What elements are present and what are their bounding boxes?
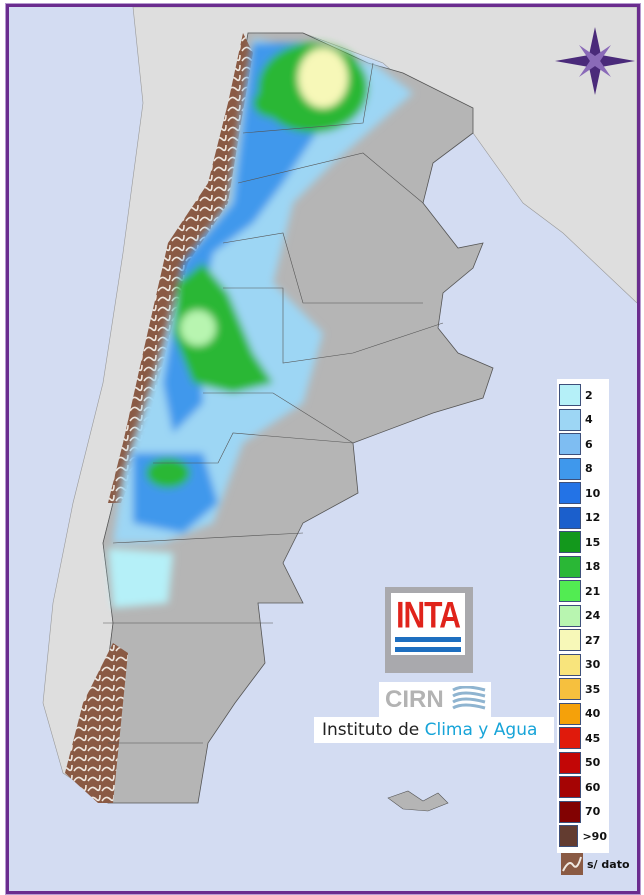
legend-item: 8 bbox=[559, 457, 607, 482]
legend-swatch bbox=[559, 702, 581, 725]
legend-swatch bbox=[559, 506, 581, 529]
legend-item: 10 bbox=[559, 481, 607, 506]
legend-swatch bbox=[559, 751, 581, 774]
legend-label: 35 bbox=[585, 682, 601, 696]
compass-rose-icon bbox=[555, 27, 635, 95]
malvinas-islands bbox=[387, 790, 449, 812]
legend-label: 50 bbox=[585, 756, 601, 770]
legend-swatch bbox=[559, 776, 581, 799]
legend-swatch bbox=[559, 433, 581, 456]
legend-label: 12 bbox=[585, 511, 601, 525]
legend-item: 27 bbox=[559, 628, 607, 653]
legend-swatch bbox=[559, 678, 581, 701]
legend-swatch bbox=[559, 580, 581, 603]
legend-swatch bbox=[559, 800, 581, 823]
no-data-label: s/ dato bbox=[587, 857, 630, 871]
legend-label: 70 bbox=[585, 805, 601, 819]
color-legend: 2 4 6 8 10 12 15 18 21 24 27 30 35 40 45 50 60 70 >90 bbox=[557, 379, 609, 853]
legend-item: 21 bbox=[559, 579, 607, 604]
legend-swatch bbox=[559, 629, 581, 652]
legend-swatch bbox=[559, 457, 581, 480]
legend-swatch bbox=[559, 727, 581, 750]
legend-label: 6 bbox=[585, 437, 593, 451]
legend-item: 35 bbox=[559, 677, 607, 702]
inta-logo: INTA bbox=[385, 587, 473, 673]
waves-icon bbox=[452, 686, 486, 710]
legend-item: 70 bbox=[559, 800, 607, 825]
legend-item: 50 bbox=[559, 751, 607, 776]
legend-item: 24 bbox=[559, 604, 607, 629]
cirn-logo: CIRN bbox=[379, 682, 491, 718]
precipitation-map bbox=[42, 7, 637, 812]
no-data-area-south bbox=[65, 643, 128, 803]
legend-label: 24 bbox=[585, 609, 601, 623]
cirn-logo-text: CIRN bbox=[385, 686, 444, 713]
legend-item: 18 bbox=[559, 555, 607, 580]
legend-swatch bbox=[559, 408, 581, 431]
legend-label: 4 bbox=[585, 413, 593, 427]
legend-swatch bbox=[559, 555, 581, 578]
legend-label: 2 bbox=[585, 388, 593, 402]
legend-item: 2 bbox=[559, 383, 607, 408]
precipitation-layer bbox=[108, 38, 413, 608]
legend-item: 30 bbox=[559, 653, 607, 678]
province-borders bbox=[103, 62, 444, 744]
legend-label: 21 bbox=[585, 584, 601, 598]
legend-label: 40 bbox=[585, 707, 601, 721]
legend-item: 12 bbox=[559, 506, 607, 531]
institute-highlight: Clima y Agua bbox=[424, 720, 538, 740]
legend-swatch bbox=[559, 482, 581, 505]
legend-label: 15 bbox=[585, 535, 601, 549]
no-data-swatch bbox=[561, 853, 583, 875]
legend-swatch bbox=[559, 531, 581, 554]
legend-swatch bbox=[559, 825, 579, 848]
legend-swatch bbox=[559, 604, 581, 627]
legend-label: 45 bbox=[585, 731, 601, 745]
legend-item: 6 bbox=[559, 432, 607, 457]
legend-item: >90 bbox=[559, 824, 607, 849]
legend-item: 45 bbox=[559, 726, 607, 751]
institute-prefix: Instituto de bbox=[322, 720, 425, 740]
legend-item: 60 bbox=[559, 775, 607, 800]
legend-item: 4 bbox=[559, 408, 607, 433]
legend-label: 10 bbox=[585, 486, 601, 500]
legend-label: 8 bbox=[585, 462, 593, 476]
legend-item: 40 bbox=[559, 702, 607, 727]
legend-label: 18 bbox=[585, 560, 601, 574]
legend-swatch bbox=[559, 653, 581, 676]
legend-label: 27 bbox=[585, 633, 601, 647]
legend-swatch bbox=[559, 384, 581, 407]
inta-logo-text: INTA bbox=[396, 595, 461, 637]
legend-label: >90 bbox=[582, 829, 607, 843]
legend-no-data: s/ dato bbox=[561, 853, 630, 875]
no-data-area-north bbox=[108, 33, 253, 503]
institute-name: Instituto de Clima y Agua bbox=[314, 717, 554, 743]
legend-label: 60 bbox=[585, 780, 601, 794]
map-frame: 2 4 6 8 10 12 15 18 21 24 27 30 35 40 45 50 60 70 >90 s/ d… bbox=[6, 4, 640, 894]
legend-item: 15 bbox=[559, 530, 607, 555]
legend-label: 30 bbox=[585, 658, 601, 672]
